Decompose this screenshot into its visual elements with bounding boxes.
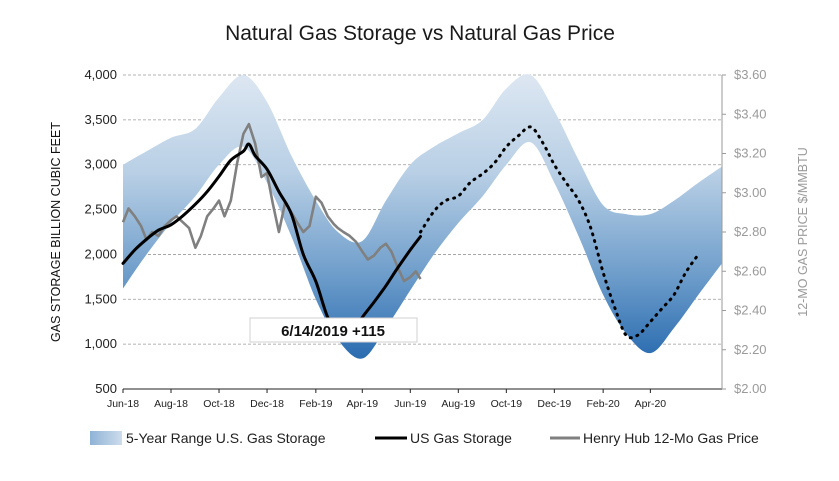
y2-tick-label: $2.00 (734, 381, 767, 396)
annotation-text: 6/14/2019 +115 (281, 323, 385, 340)
annotation-callout: 6/14/2019 +115 (250, 318, 417, 342)
y-tick-label: 2,500 (84, 202, 117, 217)
y-tick-label: 3,500 (84, 112, 117, 127)
x-tick-label: Jun-19 (394, 398, 426, 410)
y2-tick-label: $3.40 (734, 106, 767, 121)
legend-swatch-band (90, 431, 122, 445)
y2-tick-label: $3.20 (734, 146, 767, 161)
chart-title: Natural Gas Storage vs Natural Gas Price (225, 22, 615, 45)
y2-axis-label: 12-MO GAS PRICE $/MMBTU (796, 147, 810, 316)
y2-tick-label: $2.20 (734, 342, 767, 357)
x-tick-label: Aug-18 (154, 398, 188, 410)
legend-label-storage: US Gas Storage (410, 430, 512, 446)
y2-tick-label: $2.40 (734, 303, 767, 318)
x-tick-label: Aug-19 (441, 398, 475, 410)
y2-tick-label: $3.60 (734, 67, 767, 82)
legend-label-price: Henry Hub 12-Mo Gas Price (583, 430, 759, 446)
x-tick-label: Apr-19 (347, 398, 379, 410)
y2-axis-ticks: $2.00 $2.20 $2.40 $2.60 $2.80 $3.00 $3.20 $3.40… (722, 67, 767, 396)
y-tick-label: 1,000 (84, 336, 117, 351)
y-tick-label: 1,500 (84, 291, 117, 306)
x-tick-label: Apr-20 (635, 398, 667, 410)
x-tick-label: Dec-18 (250, 398, 284, 410)
x-tick-label: Feb-20 (587, 398, 620, 410)
legend: 5-Year Range U.S. Gas Storage US Gas Sto… (90, 430, 759, 446)
x-tick-label: Oct-19 (491, 398, 523, 410)
band-5-year-range (123, 74, 722, 359)
band-layer (123, 74, 722, 359)
x-tick-label: Jun-18 (107, 398, 139, 410)
y2-tick-label: $3.00 (734, 185, 767, 200)
x-axis-ticks: Jun-18 Aug-18 Oct-18 Dec-18 Feb-19 Apr-19 Jun-… (107, 389, 666, 410)
y-tick-label: 3,000 (84, 157, 117, 172)
x-tick-label: Dec-19 (537, 398, 571, 410)
y-tick-label: 2,000 (84, 246, 117, 261)
y-axis-ticks: 500 1,000 1,500 2,000 2,500 3,000 3,500 4,000 (84, 67, 117, 396)
legend-label-band: 5-Year Range U.S. Gas Storage (126, 430, 326, 446)
y-tick-label: 500 (95, 381, 117, 396)
y2-tick-label: $2.60 (734, 263, 767, 278)
x-tick-label: Feb-19 (299, 398, 332, 410)
y-tick-label: 4,000 (84, 67, 117, 82)
y-axis-label: GAS STORAGE BILLION CUBIC FEET (49, 122, 63, 342)
x-tick-label: Oct-18 (203, 398, 235, 410)
y2-tick-label: $2.80 (734, 224, 767, 239)
